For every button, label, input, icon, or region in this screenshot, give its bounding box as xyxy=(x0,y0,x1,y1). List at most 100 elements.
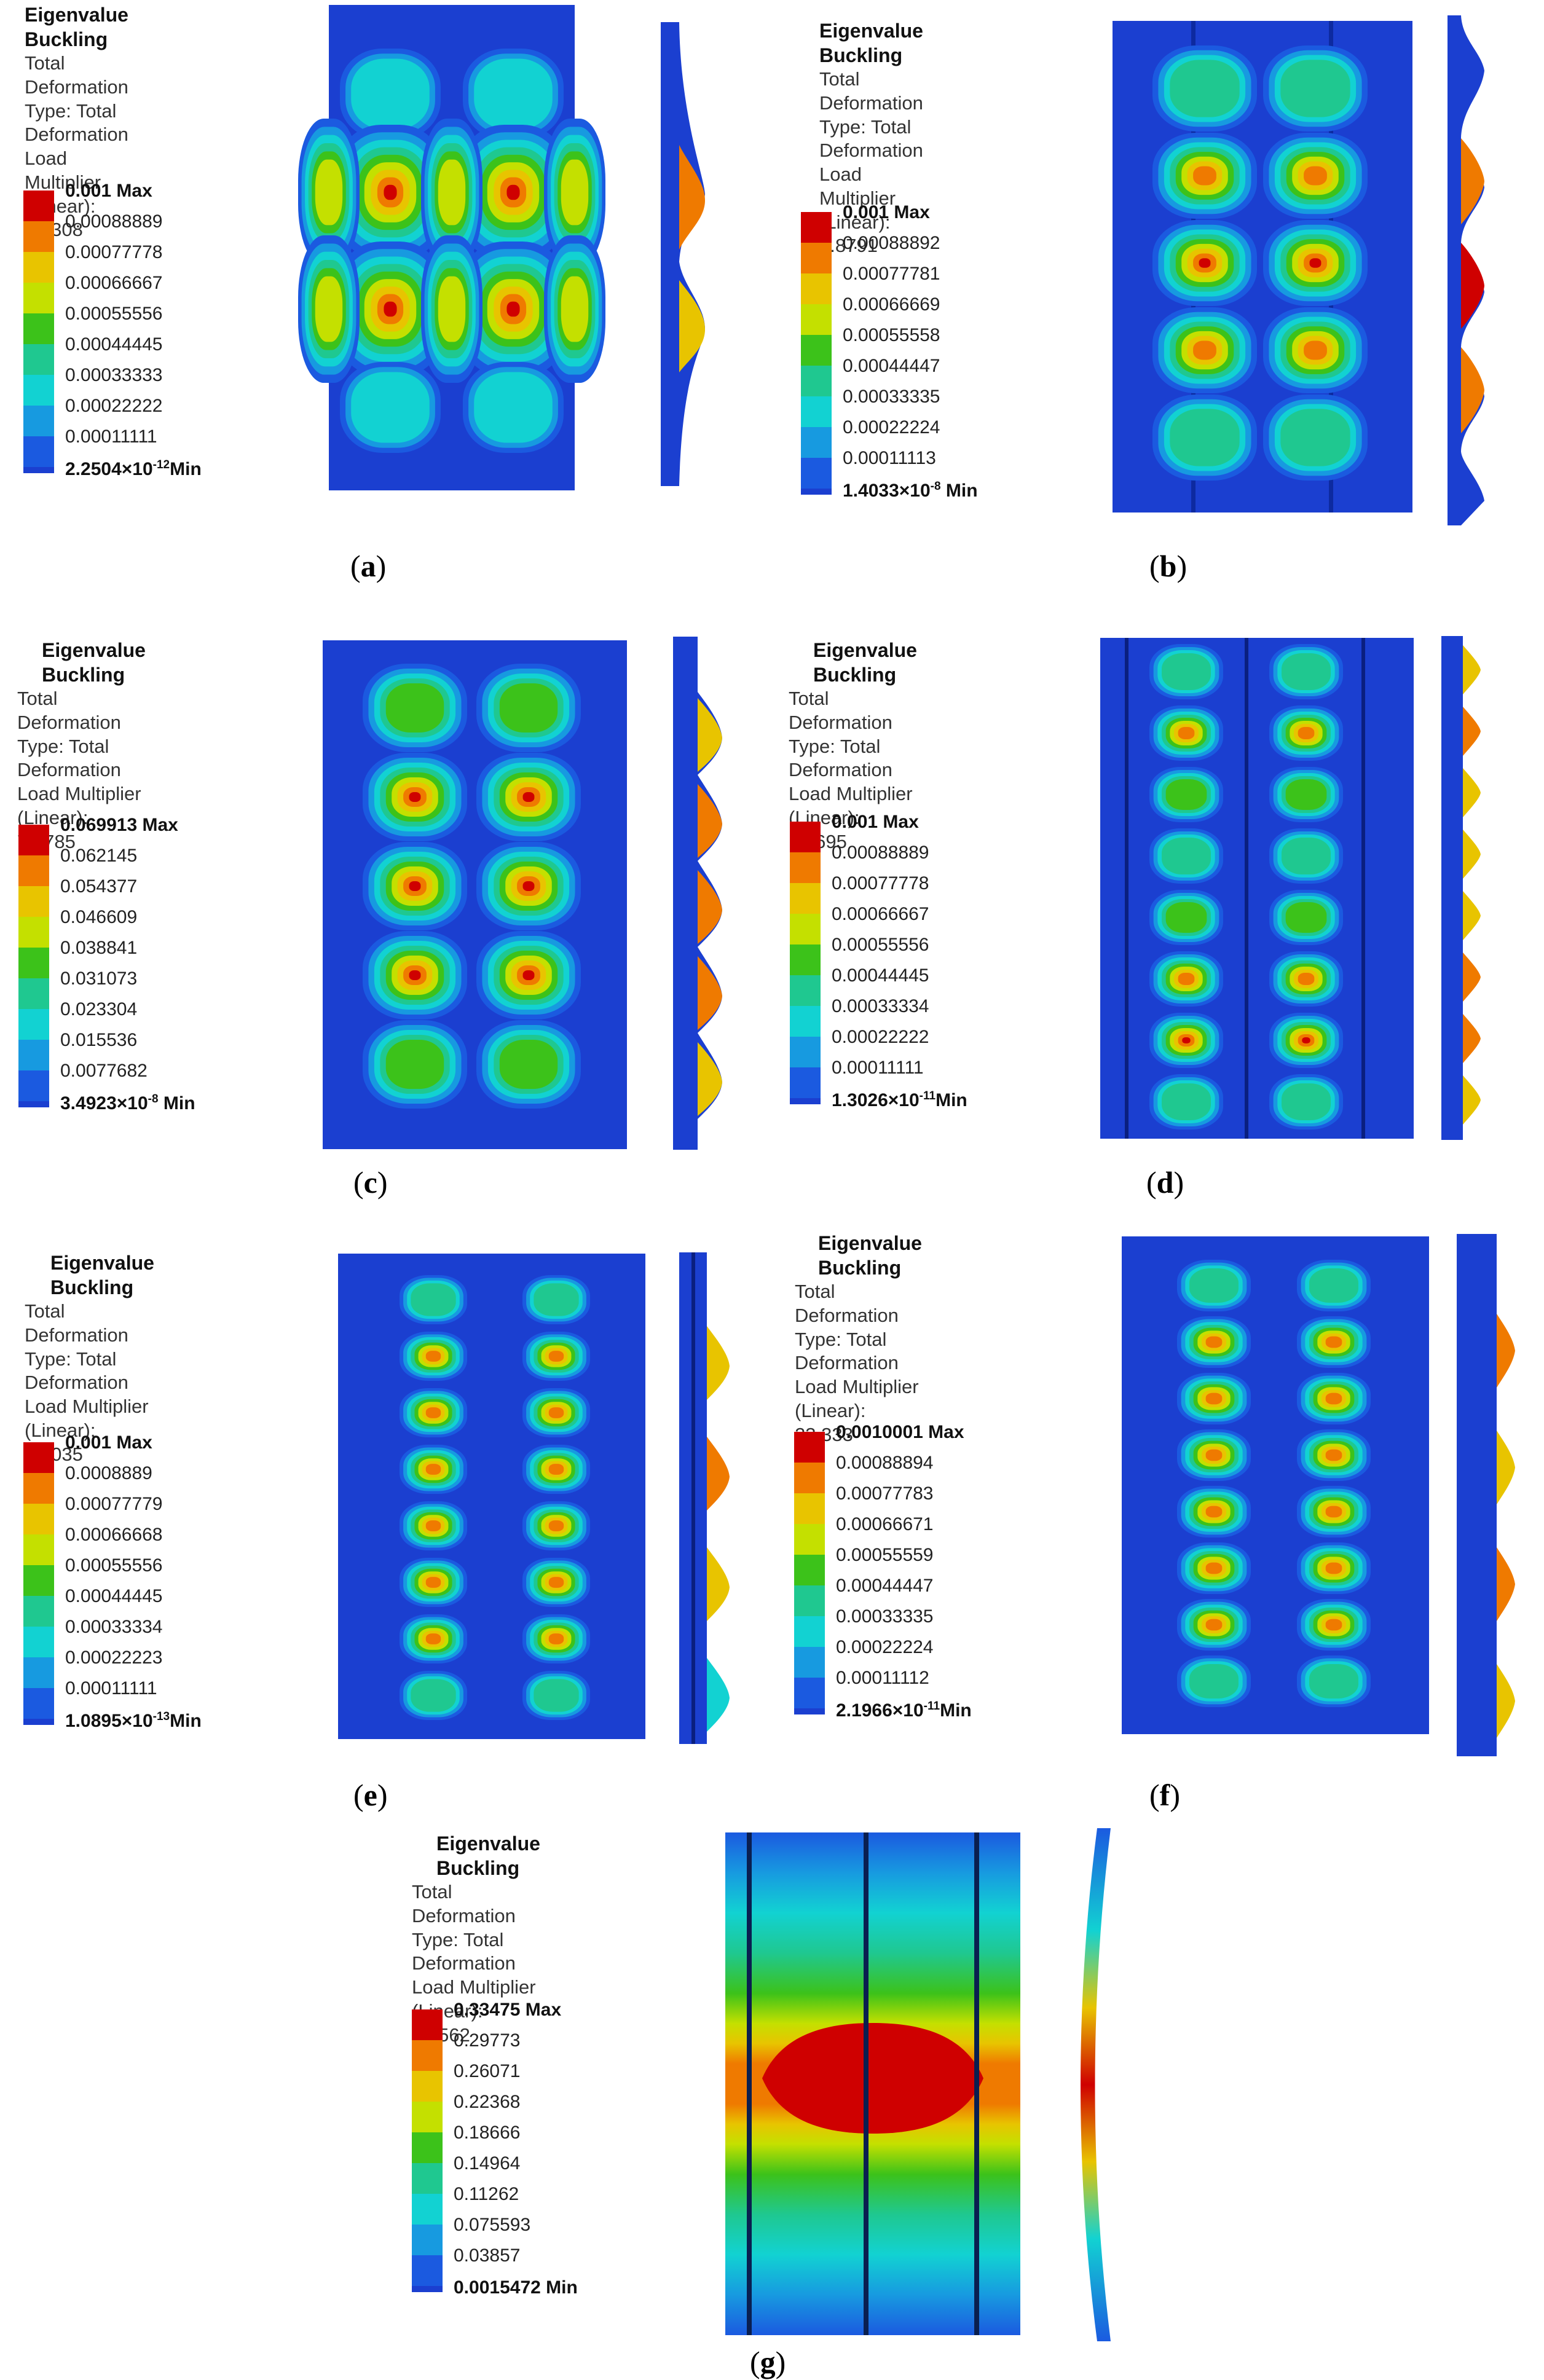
buckle-contour xyxy=(1149,705,1223,761)
buckle-contour xyxy=(1177,1655,1251,1707)
legend-swatch xyxy=(23,1442,54,1473)
legend-label: 0.00088894 xyxy=(836,1453,934,1473)
panel-e-caption: (e) xyxy=(353,1778,388,1812)
panel-f-line3: Load Multiplier (Linear): 23.333 xyxy=(795,1376,919,1445)
contour-level xyxy=(1205,1619,1223,1631)
contour-level xyxy=(1205,1562,1223,1574)
panel-a-caption: (a) xyxy=(350,549,387,583)
buckle-contour xyxy=(1152,45,1257,132)
panel-a-plate-front xyxy=(298,5,605,490)
legend-swatch xyxy=(790,852,821,883)
buckle-contour xyxy=(1269,644,1343,699)
panel-b-plate-side xyxy=(1448,15,1484,525)
legend-swatch xyxy=(23,1627,54,1657)
contour-level xyxy=(425,1464,441,1475)
panel-a-line1: Total Deformation xyxy=(25,52,128,98)
buckle-contour xyxy=(340,362,441,453)
panel-b-caption: (b) xyxy=(1149,549,1188,583)
legend-label: 0.015536 xyxy=(60,1030,138,1050)
legend-label: 0.00011111 xyxy=(832,1058,924,1078)
contour-level xyxy=(1205,1336,1223,1348)
buckle-contour xyxy=(1149,1074,1223,1129)
buckle-contour xyxy=(1177,1316,1251,1368)
side-bulge xyxy=(1463,645,1481,694)
legend-label: 0.046609 xyxy=(60,907,138,927)
legend-label: 0.038841 xyxy=(60,938,138,958)
legend-min-swatch xyxy=(18,1101,49,1107)
buckle-contour xyxy=(1269,767,1343,822)
legend-swatch xyxy=(412,2225,443,2255)
buckle-contour xyxy=(1152,133,1257,219)
buckle-contour xyxy=(298,235,360,383)
buckle-contour xyxy=(1297,1599,1371,1651)
buckle-contour xyxy=(1297,1373,1371,1424)
legend-swatch xyxy=(23,1504,54,1534)
buckle-contour xyxy=(363,1020,467,1109)
panel-a-line2: Type: Total Deformation xyxy=(25,100,128,146)
legend-label: 0.22368 xyxy=(454,2092,521,2112)
contour-level xyxy=(425,1351,441,1362)
buckle-contour xyxy=(1177,1542,1251,1594)
contour-level xyxy=(315,276,343,342)
buckle-contour xyxy=(455,125,572,260)
contour-level xyxy=(1298,727,1315,739)
panel-d-caption: (d) xyxy=(1146,1165,1184,1200)
contour-level xyxy=(1282,1083,1331,1120)
contour-level xyxy=(1280,409,1350,466)
legend-swatch xyxy=(794,1524,825,1555)
legend-swatch xyxy=(794,1555,825,1585)
legend-swatch xyxy=(801,212,832,243)
panel-g-line1: Total Deformation xyxy=(412,1881,516,1926)
contour-level xyxy=(351,372,430,443)
buckle-contour xyxy=(476,931,581,1019)
legend-label: 0.001 Max xyxy=(65,1432,152,1453)
side-bulge xyxy=(1463,768,1481,817)
contour-level xyxy=(1282,653,1331,690)
legend-label: 0.00077781 xyxy=(843,264,940,284)
legend-swatch xyxy=(23,1565,54,1596)
contour-level xyxy=(474,372,553,443)
contour-level xyxy=(1298,973,1315,985)
contour-level xyxy=(409,970,421,980)
legend-swatch xyxy=(412,2194,443,2225)
panel-e-plate-front xyxy=(338,1254,645,1739)
buckle-contour xyxy=(400,1445,467,1494)
buckle-contour xyxy=(1297,1429,1371,1481)
legend-min-swatch xyxy=(801,489,832,495)
legend-swatch xyxy=(801,304,832,335)
buckle-contour xyxy=(400,1275,467,1324)
contour-level xyxy=(522,970,535,980)
contour-level xyxy=(385,683,444,732)
panel-f-plate-front xyxy=(1122,1236,1429,1734)
buckle-contour xyxy=(363,931,467,1019)
legend-label: 0.00011111 xyxy=(65,426,157,447)
buckle-contour xyxy=(1263,45,1368,132)
panel-b-header: Eigenvalue Buckling Total Deformation Ty… xyxy=(819,18,923,258)
contour-level xyxy=(1193,166,1216,186)
contour-level xyxy=(1205,1392,1223,1405)
panel-g-plate-front xyxy=(725,1832,1020,2335)
buckle-contour xyxy=(1297,1486,1371,1538)
legend-min-label: 1.4033×10-8 Min xyxy=(843,480,978,501)
buckle-contour xyxy=(1269,1074,1343,1129)
contour-level xyxy=(548,1407,564,1418)
legend-label: 0.00077778 xyxy=(65,242,163,262)
panel-e-line1: Total Deformation xyxy=(25,1300,128,1346)
panel-d-line2: Type: Total Deformation xyxy=(789,735,892,781)
legend-label: 0.00033335 xyxy=(836,1606,934,1627)
legend-swatch xyxy=(801,427,832,458)
buckle-contour xyxy=(476,664,581,752)
contour-level xyxy=(506,184,520,200)
legend-label: 0.26071 xyxy=(454,2061,521,2081)
legend-swatch xyxy=(23,190,54,221)
panel-c-caption: (c) xyxy=(353,1165,388,1200)
panel-d-plate-side xyxy=(1441,636,1481,1140)
contour-level xyxy=(548,1520,564,1531)
panel-c-plate-side xyxy=(673,637,722,1150)
legend-label: 0.001 Max xyxy=(65,181,152,201)
contour-level xyxy=(425,1577,441,1588)
legend-label: 0.00011111 xyxy=(65,1678,157,1699)
panel-c-line2: Type: Total Deformation xyxy=(17,735,121,781)
panel-e-plate-side xyxy=(679,1252,730,1744)
legend-swatch xyxy=(18,978,49,1009)
